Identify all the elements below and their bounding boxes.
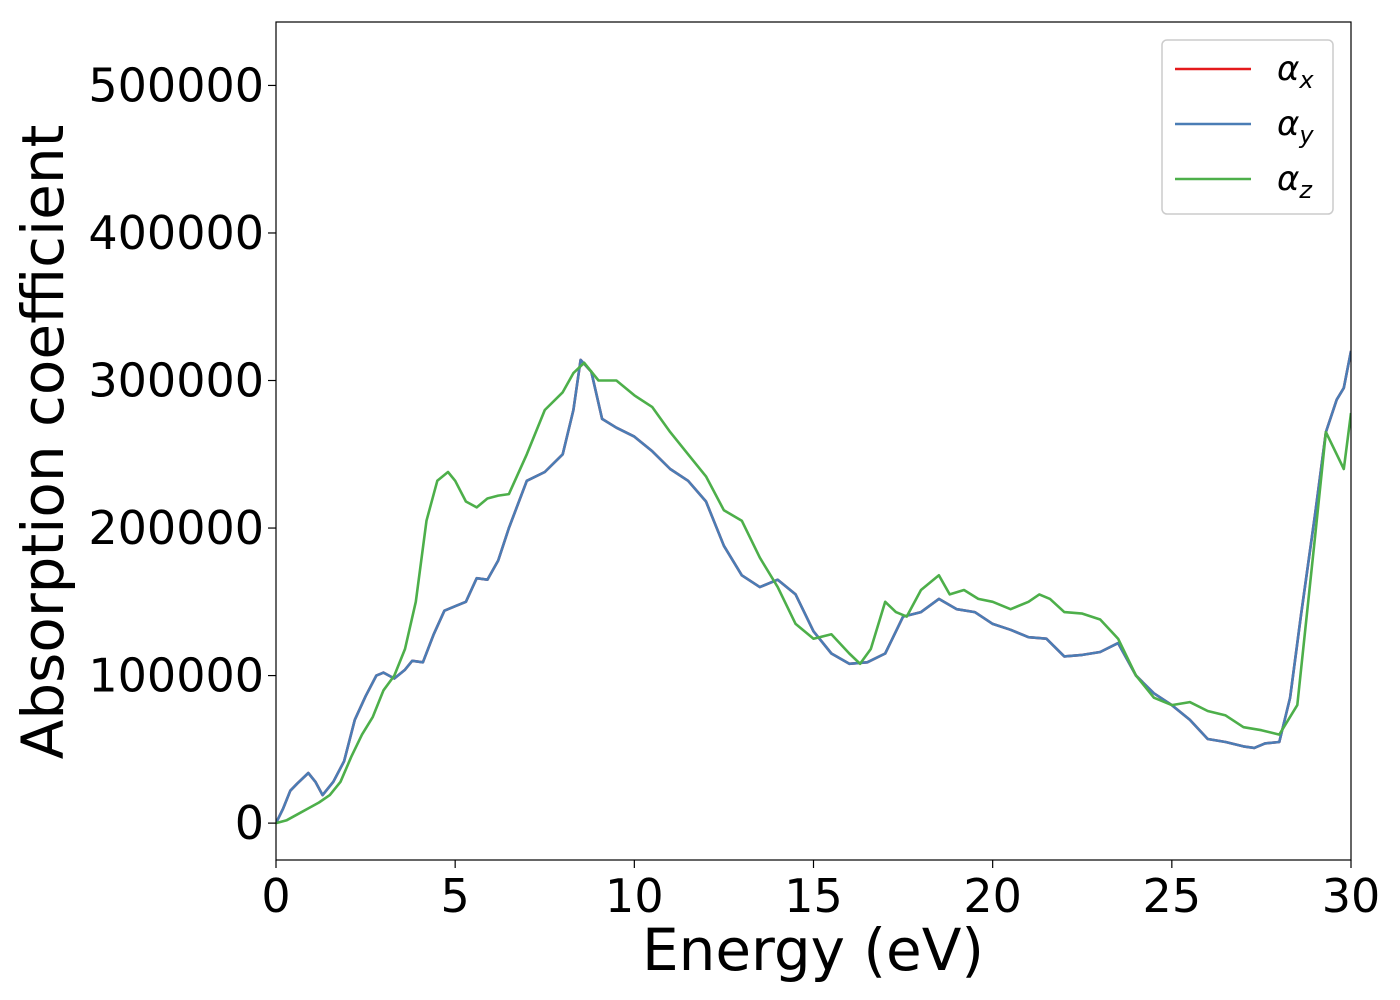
- y-tick-label: 500000: [88, 58, 264, 112]
- series-line-x: [276, 350, 1351, 824]
- legend: αx αy αz: [1161, 39, 1334, 215]
- y-tick-label: 200000: [88, 501, 264, 555]
- x-tick-label: 5: [441, 869, 470, 923]
- x-tick-label: 15: [784, 869, 843, 923]
- legend-label-z: αz: [1277, 159, 1313, 204]
- legend-box: [1161, 39, 1334, 215]
- legend-label-y: αy: [1277, 104, 1314, 149]
- series-line-y: [276, 350, 1351, 824]
- y-tick-label: 300000: [88, 354, 264, 408]
- y-tick-label: 400000: [88, 206, 264, 260]
- plot-area: [276, 350, 1351, 825]
- y-tick-label: 0: [235, 796, 264, 850]
- legend-label-x: αx: [1277, 49, 1314, 94]
- x-tick-label: 0: [261, 869, 290, 923]
- x-tick-label: 10: [605, 869, 664, 923]
- series-line-z: [276, 361, 1351, 825]
- x-axis-label: Energy (eV): [642, 916, 984, 984]
- y-axis-label: Absorption coefficient: [9, 125, 77, 760]
- y-tick-label: 100000: [88, 649, 264, 703]
- axes: 0 5 10 15 20 25 30 0 100000 200000 300000 400000 500…: [88, 21, 1381, 923]
- x-tick-label: 20: [963, 869, 1022, 923]
- x-tick-label: 25: [1143, 869, 1202, 923]
- x-tick-label: 30: [1322, 869, 1381, 923]
